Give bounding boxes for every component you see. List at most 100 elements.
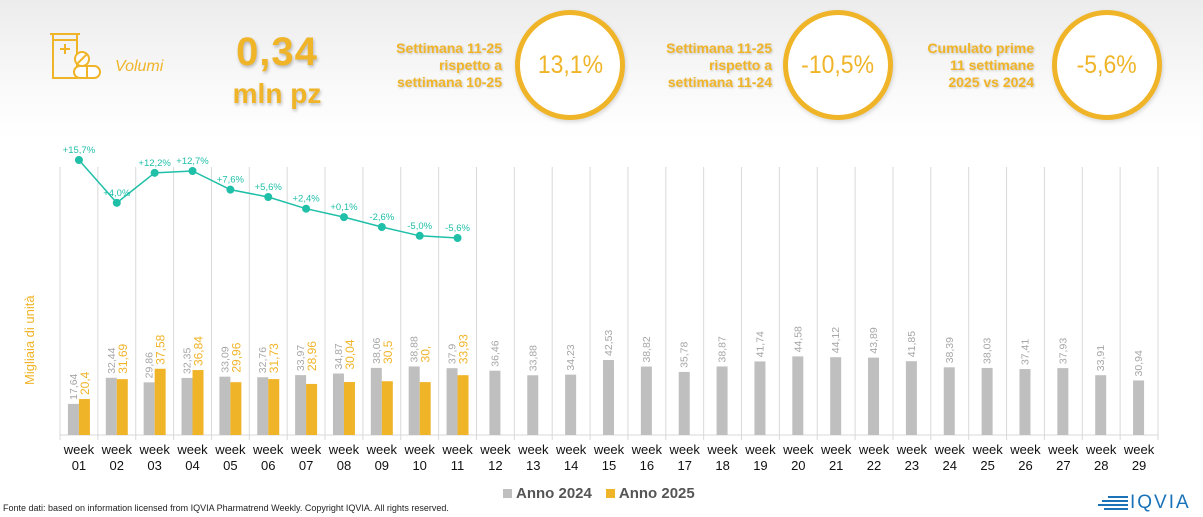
bar-2024 (408, 366, 420, 435)
total-volume-unit: mln pz (232, 78, 322, 109)
data-label-2025: 37,58 (154, 334, 168, 364)
x-tick-label: week (328, 442, 360, 457)
cumulative-line-point (377, 223, 386, 232)
bar-2024 (603, 360, 614, 435)
cumulative-line-point (339, 213, 348, 222)
x-tick-label: 01 (72, 458, 86, 473)
x-tick-label: 29 (1132, 458, 1146, 473)
kpi-label-line: settimana 11-24 (667, 74, 772, 90)
x-tick-label: 06 (261, 458, 275, 473)
data-label-2024: 33,91 (1095, 345, 1107, 371)
x-tick-label: week (896, 442, 928, 457)
x-tick-label: 14 (564, 458, 578, 473)
x-tick-label: week (782, 442, 814, 457)
x-tick-label: 12 (488, 458, 502, 473)
bar-2024 (678, 371, 690, 435)
x-tick-label: week (1085, 442, 1117, 457)
x-tick-label: 10 (412, 458, 426, 473)
cumulative-line-label: +7,6% (217, 175, 245, 186)
x-axis-tick-labels: week01week02week03week04week05week06week… (63, 442, 1155, 473)
cumulative-line-point (112, 198, 121, 207)
cumulative-line-point (453, 234, 462, 242)
bar-2024 (943, 367, 955, 435)
data-label-2024: 33,88 (527, 345, 539, 371)
bar-2025 (381, 381, 393, 435)
bars (67, 356, 1145, 435)
cumulative-line-point (226, 185, 235, 194)
bar-2025 (230, 382, 242, 435)
kpi-label-week-vs-prev-year: Settimana 11-25 rispetto a settimana 11-… (622, 40, 772, 91)
bar-2024 (257, 377, 269, 435)
bar-2024 (792, 356, 804, 435)
bar-2025 (343, 382, 355, 435)
kpi-label-line: 2025 vs 2024 (948, 74, 1034, 90)
bar-2025 (419, 382, 431, 435)
cumulative-line-point (415, 231, 424, 240)
kpi-label-cumulative: Cumulato prime 11 settimane 2025 vs 2024 (900, 40, 1034, 91)
cumulative-line-label: +0,1% (330, 202, 358, 213)
iqvia-stripes-icon (1098, 496, 1128, 510)
cumulative-line-label: +15,7% (63, 145, 96, 156)
legend-label: Anno 2024 (516, 485, 592, 502)
total-volume-value: 0,34 (236, 30, 318, 74)
cumulative-line-label: -5,0% (407, 221, 432, 232)
x-tick-label: 21 (829, 458, 843, 473)
cumulative-line-label: +4,0% (103, 188, 131, 199)
source-note: Fonte dati: based on information license… (3, 503, 449, 513)
pill-bottle-icon (50, 33, 101, 79)
data-label-2024: 32,76 (257, 347, 269, 373)
data-label-2024: 38,82 (641, 336, 653, 362)
kpi-label-week-vs-prev-week: Settimana 11-25 rispetto a settimana 10-… (360, 40, 502, 91)
legend-label: Anno 2025 (618, 485, 695, 502)
data-label-2025: 20,4 (78, 371, 92, 395)
x-tick-label: week (63, 442, 95, 457)
kpi-circle-week-vs-prev-week: 13,1% (515, 10, 625, 120)
kpi-label-line: Cumulato prime (927, 40, 1034, 56)
logo-text: IQVIA (1130, 492, 1191, 513)
x-tick-label: 07 (299, 458, 313, 473)
x-tick-label: 28 (1094, 458, 1108, 473)
bar-2024 (754, 361, 766, 435)
data-label-2025: 30, (419, 346, 433, 363)
bar-2024 (295, 375, 307, 435)
x-tick-label: 19 (753, 458, 767, 473)
x-tick-label: 17 (677, 458, 691, 473)
bar-2024 (105, 377, 117, 435)
bar-2024 (143, 382, 155, 435)
bar-2024 (370, 367, 382, 435)
x-tick-label: 27 (1056, 458, 1070, 473)
legend-swatch-2025 (605, 489, 615, 498)
bar-2025 (192, 370, 204, 435)
cumulative-line-label: -5,6% (445, 223, 470, 234)
bar-2024 (1057, 368, 1069, 435)
data-label-2024: 37,93 (1057, 338, 1069, 364)
data-label-2024: 34,23 (565, 344, 577, 370)
x-tick-label: 13 (526, 458, 540, 473)
bar-2024 (527, 375, 539, 435)
x-tick-label: week (479, 442, 511, 457)
x-tick-label: week (744, 442, 776, 457)
cumulative-change-line: +15,7% +4,0% +12,2% +12,7% +7,6% +5,6% +2,4% +0… (63, 145, 471, 242)
bar-2025 (116, 379, 128, 435)
kpi-label-line: settimana 10-25 (396, 74, 502, 90)
x-tick-label: 02 (110, 458, 124, 473)
kpi-circle-week-vs-prev-year: -10,5% (783, 10, 893, 120)
x-tick-label: week (1047, 442, 1079, 457)
x-tick-label: week (934, 442, 966, 457)
cumulative-line-label: +12,2% (138, 158, 171, 169)
data-label-2024: 37,9 (447, 344, 459, 365)
x-tick-label: week (593, 442, 625, 457)
data-label-2024: 41,74 (754, 331, 766, 357)
x-tick-label: week (101, 442, 133, 457)
bar-2024 (332, 373, 344, 435)
data-label-2025: 28,96 (305, 341, 319, 371)
iqvia-logo: IQVIA (1098, 492, 1191, 514)
bar-2024 (640, 366, 652, 435)
kpi-label-line: Settimana 11-25 (666, 40, 772, 56)
x-tick-label: 05 (223, 458, 237, 473)
bar-2024 (905, 361, 917, 435)
data-label-2024: 38,06 (371, 337, 383, 363)
x-tick-label: 25 (980, 458, 994, 473)
bar-2024 (1133, 380, 1145, 435)
